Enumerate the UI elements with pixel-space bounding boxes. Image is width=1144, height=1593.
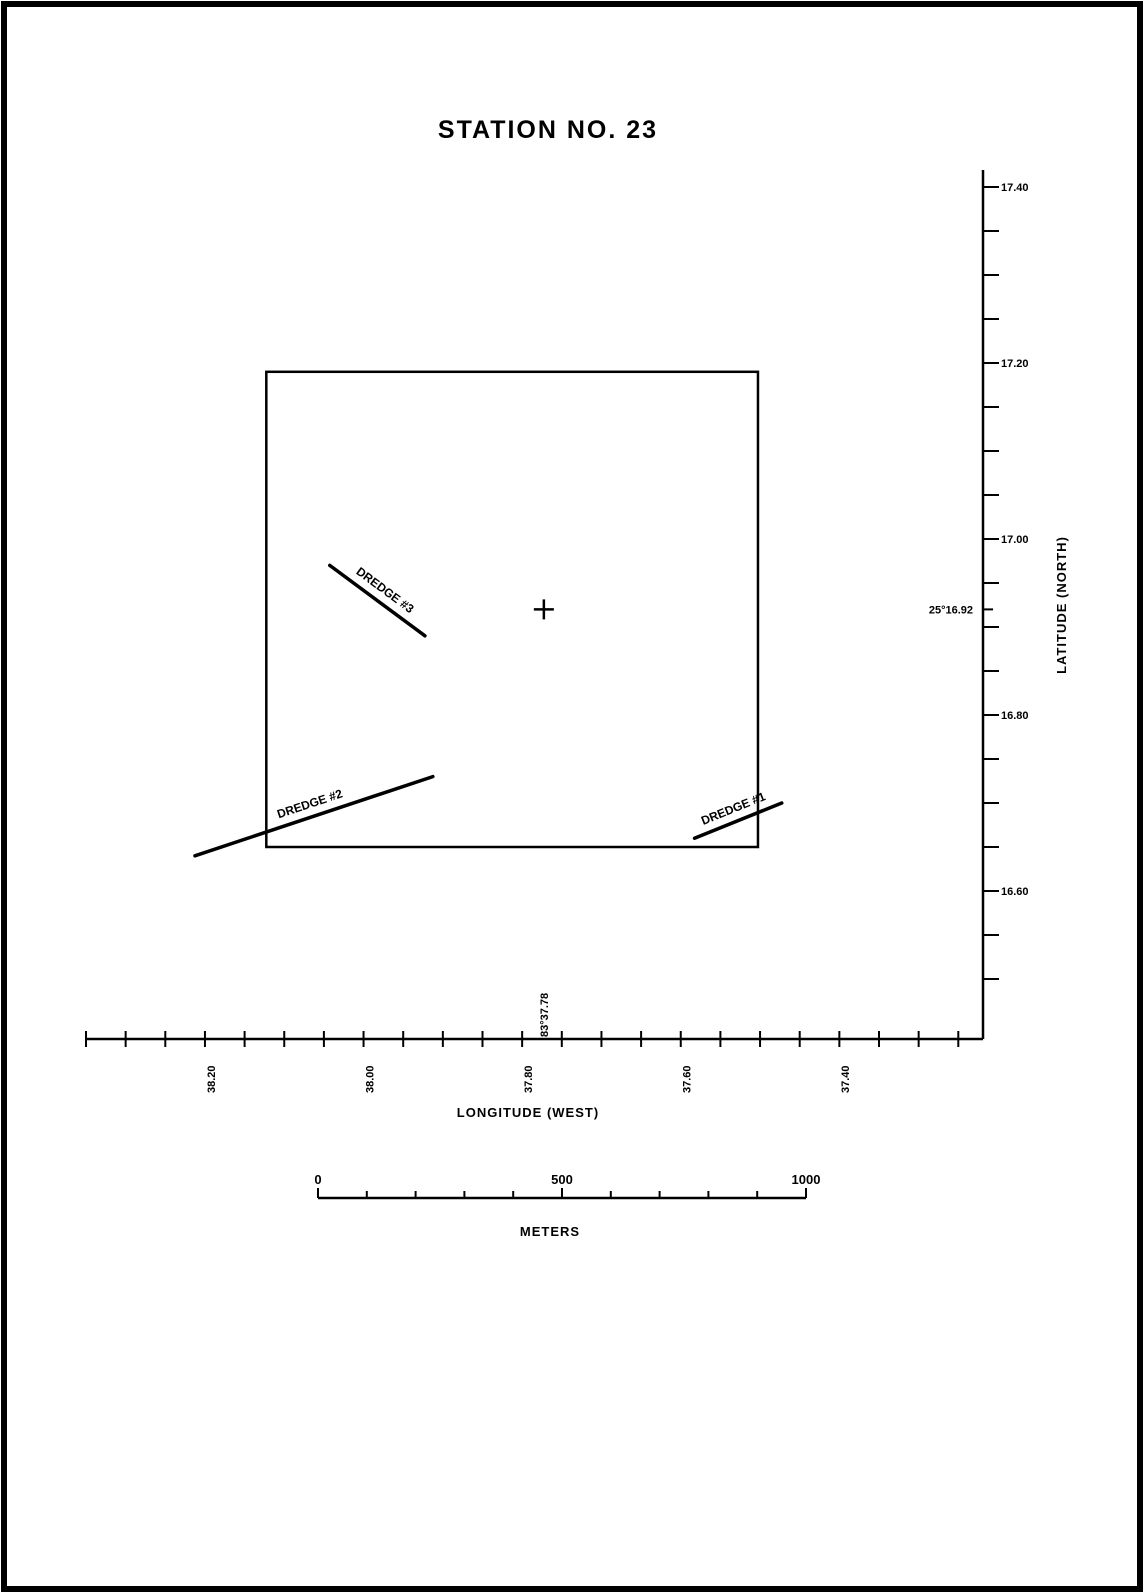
scale-label: 0 — [314, 1172, 321, 1187]
dredge-track-line — [328, 563, 427, 638]
y-axis: 17.40 17.20 17.00 16.80 16.60 25°16.92 LATIT… — [929, 170, 1069, 1039]
dredge-track-line — [193, 774, 435, 858]
dredge-track-line — [692, 801, 784, 840]
y-axis-tick-labels: 17.40 17.20 17.00 16.80 16.60 — [1001, 182, 1029, 898]
x-axis-tick-labels: 38.20 38.00 37.80 37.60 37.40 — [206, 1065, 852, 1093]
scale-bar-labels: 0 500 1000 — [314, 1172, 820, 1187]
station-center-crosshair — [533, 599, 554, 620]
map-title: STATION NO. 23 — [438, 116, 658, 144]
x-tick-label: 38.00 — [364, 1065, 376, 1093]
x-tick-label: 37.40 — [840, 1065, 852, 1093]
scale-label: 1000 — [792, 1172, 821, 1187]
y-tick-label: 17.40 — [1001, 182, 1029, 194]
x-tick-label: 37.60 — [682, 1065, 694, 1093]
station-latitude-label: 25°16.92 — [929, 604, 973, 616]
y-axis-title: LATITUDE (NORTH) — [1054, 536, 1069, 674]
x-tick-label: 37.80 — [523, 1065, 535, 1093]
x-axis-minor-ticks — [85, 1031, 960, 1047]
x-axis-title: LONGITUDE (WEST) — [457, 1105, 599, 1120]
scale-bar-unit: METERS — [520, 1224, 580, 1239]
station-longitude-label: 83°37.78 — [539, 993, 551, 1037]
x-axis: 38.20 38.00 37.80 37.60 37.40 83°37.78 LONGI… — [85, 993, 983, 1120]
y-tick-label: 16.80 — [1001, 710, 1029, 722]
y-tick-label: 17.00 — [1001, 534, 1029, 546]
y-tick-label: 16.60 — [1001, 886, 1029, 898]
x-tick-label: 38.20 — [206, 1065, 218, 1093]
y-tick-label: 17.20 — [1001, 358, 1029, 370]
scale-bar-ticks — [317, 1188, 807, 1198]
scale-label: 500 — [551, 1172, 573, 1187]
scale-bar: 0 500 1000 METERS — [314, 1172, 820, 1239]
y-axis-minor-ticks — [983, 186, 999, 980]
station-area-box — [265, 370, 760, 849]
